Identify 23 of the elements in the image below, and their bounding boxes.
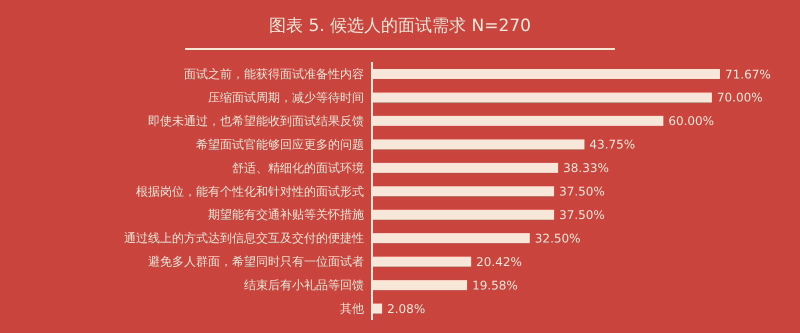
data-label: 38.33%	[563, 161, 609, 176]
y-tick-label: 压缩面试周期，减少等待时间	[208, 90, 364, 104]
data-label: 70.00%	[716, 90, 763, 105]
data-label: 60.00%	[668, 114, 714, 128]
y-tick-label: 其他	[340, 302, 364, 316]
data-label: 37.50%	[559, 184, 605, 199]
y-tick-label: 即使未通过，也希望能收到面试结果反馈	[148, 114, 364, 128]
data-label: 37.50%	[559, 208, 605, 222]
y-tick-label: 结束后有小礼品等回馈	[244, 278, 364, 292]
data-label: 2.08%	[387, 302, 426, 316]
data-label: 19.58%	[472, 278, 518, 292]
chart-title: 图表 5. 候选人的面试需求 N=270	[268, 15, 532, 37]
y-tick-label: 舒适、精细化的面试环境	[232, 160, 364, 175]
data-label: 32.50%	[534, 231, 581, 246]
y-tick-label: 通过线上的方式达到信息交互及交付的便捷性	[124, 231, 364, 246]
y-tick-label: 根据岗位，能有个性化和针对性的面试形式	[136, 184, 364, 198]
data-label: 20.42%	[476, 254, 522, 269]
data-label: 43.75%	[589, 138, 636, 152]
y-tick-label: 避免多人群面，希望同时只有一位面试者	[148, 254, 364, 269]
y-tick-label: 希望面试官能够回应更多的问题	[196, 137, 364, 152]
data-label: 71.67%	[725, 67, 771, 82]
y-tick-label: 面试之前，能获得面试准备性内容	[184, 66, 364, 81]
y-tick-label: 期望能有交通补贴等关怀措施	[208, 208, 364, 222]
